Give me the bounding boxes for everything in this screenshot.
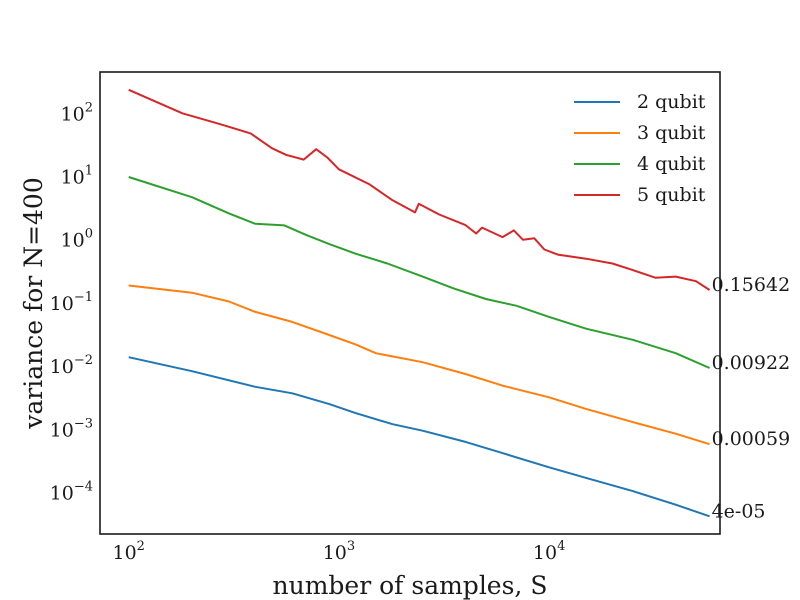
- legend: 2 qubit 3 qubit 4 qubit 5 qubit: [574, 91, 706, 206]
- y-tick-label: 101: [61, 163, 93, 188]
- x-tick-label-exponent: 2: [137, 539, 145, 554]
- y-tick-label-base: 10: [61, 103, 85, 125]
- y-tick-label-exponent: 1: [85, 163, 93, 178]
- series-line-3-qubit: [128, 284, 710, 446]
- legend-label: 3 qubit: [637, 122, 706, 144]
- y-tick-label: 10−2: [50, 353, 93, 378]
- x-tick-label-base: 10: [112, 542, 136, 564]
- series-layer: [128, 88, 711, 518]
- end-labels: 4e-05 0.00059 0.00922 0.15642: [712, 274, 791, 522]
- legend-label: 2 qubit: [637, 91, 706, 113]
- y-tick-label-exponent: 2: [85, 100, 93, 115]
- legend-label: 5 qubit: [637, 184, 706, 206]
- y-tick-label-base: 10: [50, 482, 74, 504]
- end-value-label: 0.00059: [712, 428, 791, 450]
- y-tick-label-exponent: −2: [74, 353, 93, 368]
- x-tick-label-exponent: 4: [557, 539, 565, 554]
- series-line-4-qubit: [128, 176, 711, 369]
- x-tick-label-base: 10: [533, 542, 557, 564]
- x-tick-label: 103: [323, 539, 355, 564]
- x-tick-label-exponent: 3: [347, 539, 355, 554]
- y-tick-label-exponent: −4: [74, 479, 93, 494]
- y-tick-label-exponent: 0: [85, 227, 93, 242]
- y-tick-label: 10−4: [50, 479, 93, 504]
- series-line-5-qubit: [128, 88, 711, 291]
- y-tick-label: 102: [61, 100, 93, 125]
- y-tick-label-exponent: −1: [74, 290, 93, 305]
- plot-frame: [99, 71, 721, 535]
- y-tick-label: 10−1: [50, 290, 93, 315]
- end-value-label: 0.00922: [712, 352, 791, 374]
- y-tick-label-base: 10: [61, 230, 85, 252]
- y-tick-label-base: 10: [50, 293, 74, 315]
- y-tick-label: 10−3: [50, 416, 93, 441]
- plot-background: [100, 72, 720, 534]
- x-tick-label: 104: [533, 539, 565, 564]
- y-tick-label-base: 10: [50, 419, 74, 441]
- series-line-2-qubit: [128, 356, 710, 518]
- y-axis-label: variance for N=400: [19, 177, 48, 429]
- end-value-label: 0.15642: [712, 274, 791, 296]
- y-tick-label-exponent: −3: [74, 416, 93, 431]
- y-tick-label-base: 10: [61, 166, 85, 188]
- end-value-label: 4e-05: [712, 500, 766, 522]
- x-tick-label: 102: [112, 539, 144, 564]
- y-tick-label: 100: [61, 227, 93, 252]
- y-tick-label-base: 10: [50, 356, 74, 378]
- x-tick-label-base: 10: [323, 542, 347, 564]
- x-tick-labels: 102 103 104: [112, 539, 565, 564]
- legend-label: 4 qubit: [637, 153, 706, 175]
- x-axis-label: number of samples, S: [273, 571, 548, 600]
